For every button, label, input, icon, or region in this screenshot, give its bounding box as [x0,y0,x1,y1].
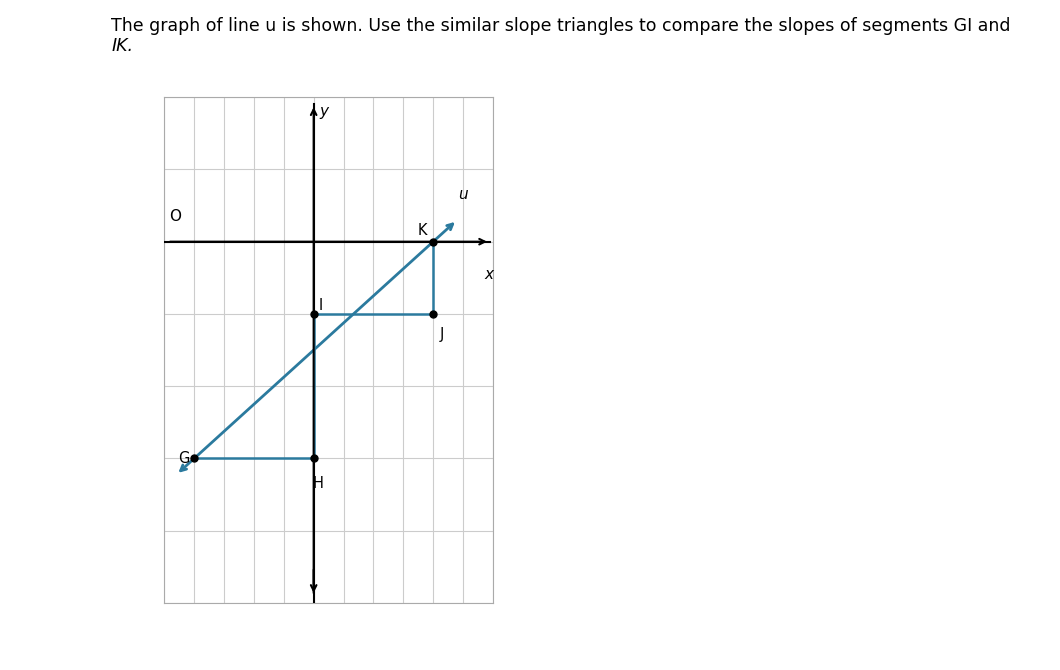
Text: u: u [458,187,467,202]
Text: G: G [178,451,190,466]
Text: K: K [418,223,427,239]
Text: y: y [320,105,329,119]
Text: H: H [313,476,323,491]
Text: J: J [439,327,444,342]
Text: x: x [484,267,493,282]
Text: The graph of line u is shown. Use the similar slope triangles to compare the slo: The graph of line u is shown. Use the si… [111,17,1011,35]
Text: O: O [169,208,181,224]
Text: I: I [319,297,323,313]
Text: IK.: IK. [111,37,134,55]
